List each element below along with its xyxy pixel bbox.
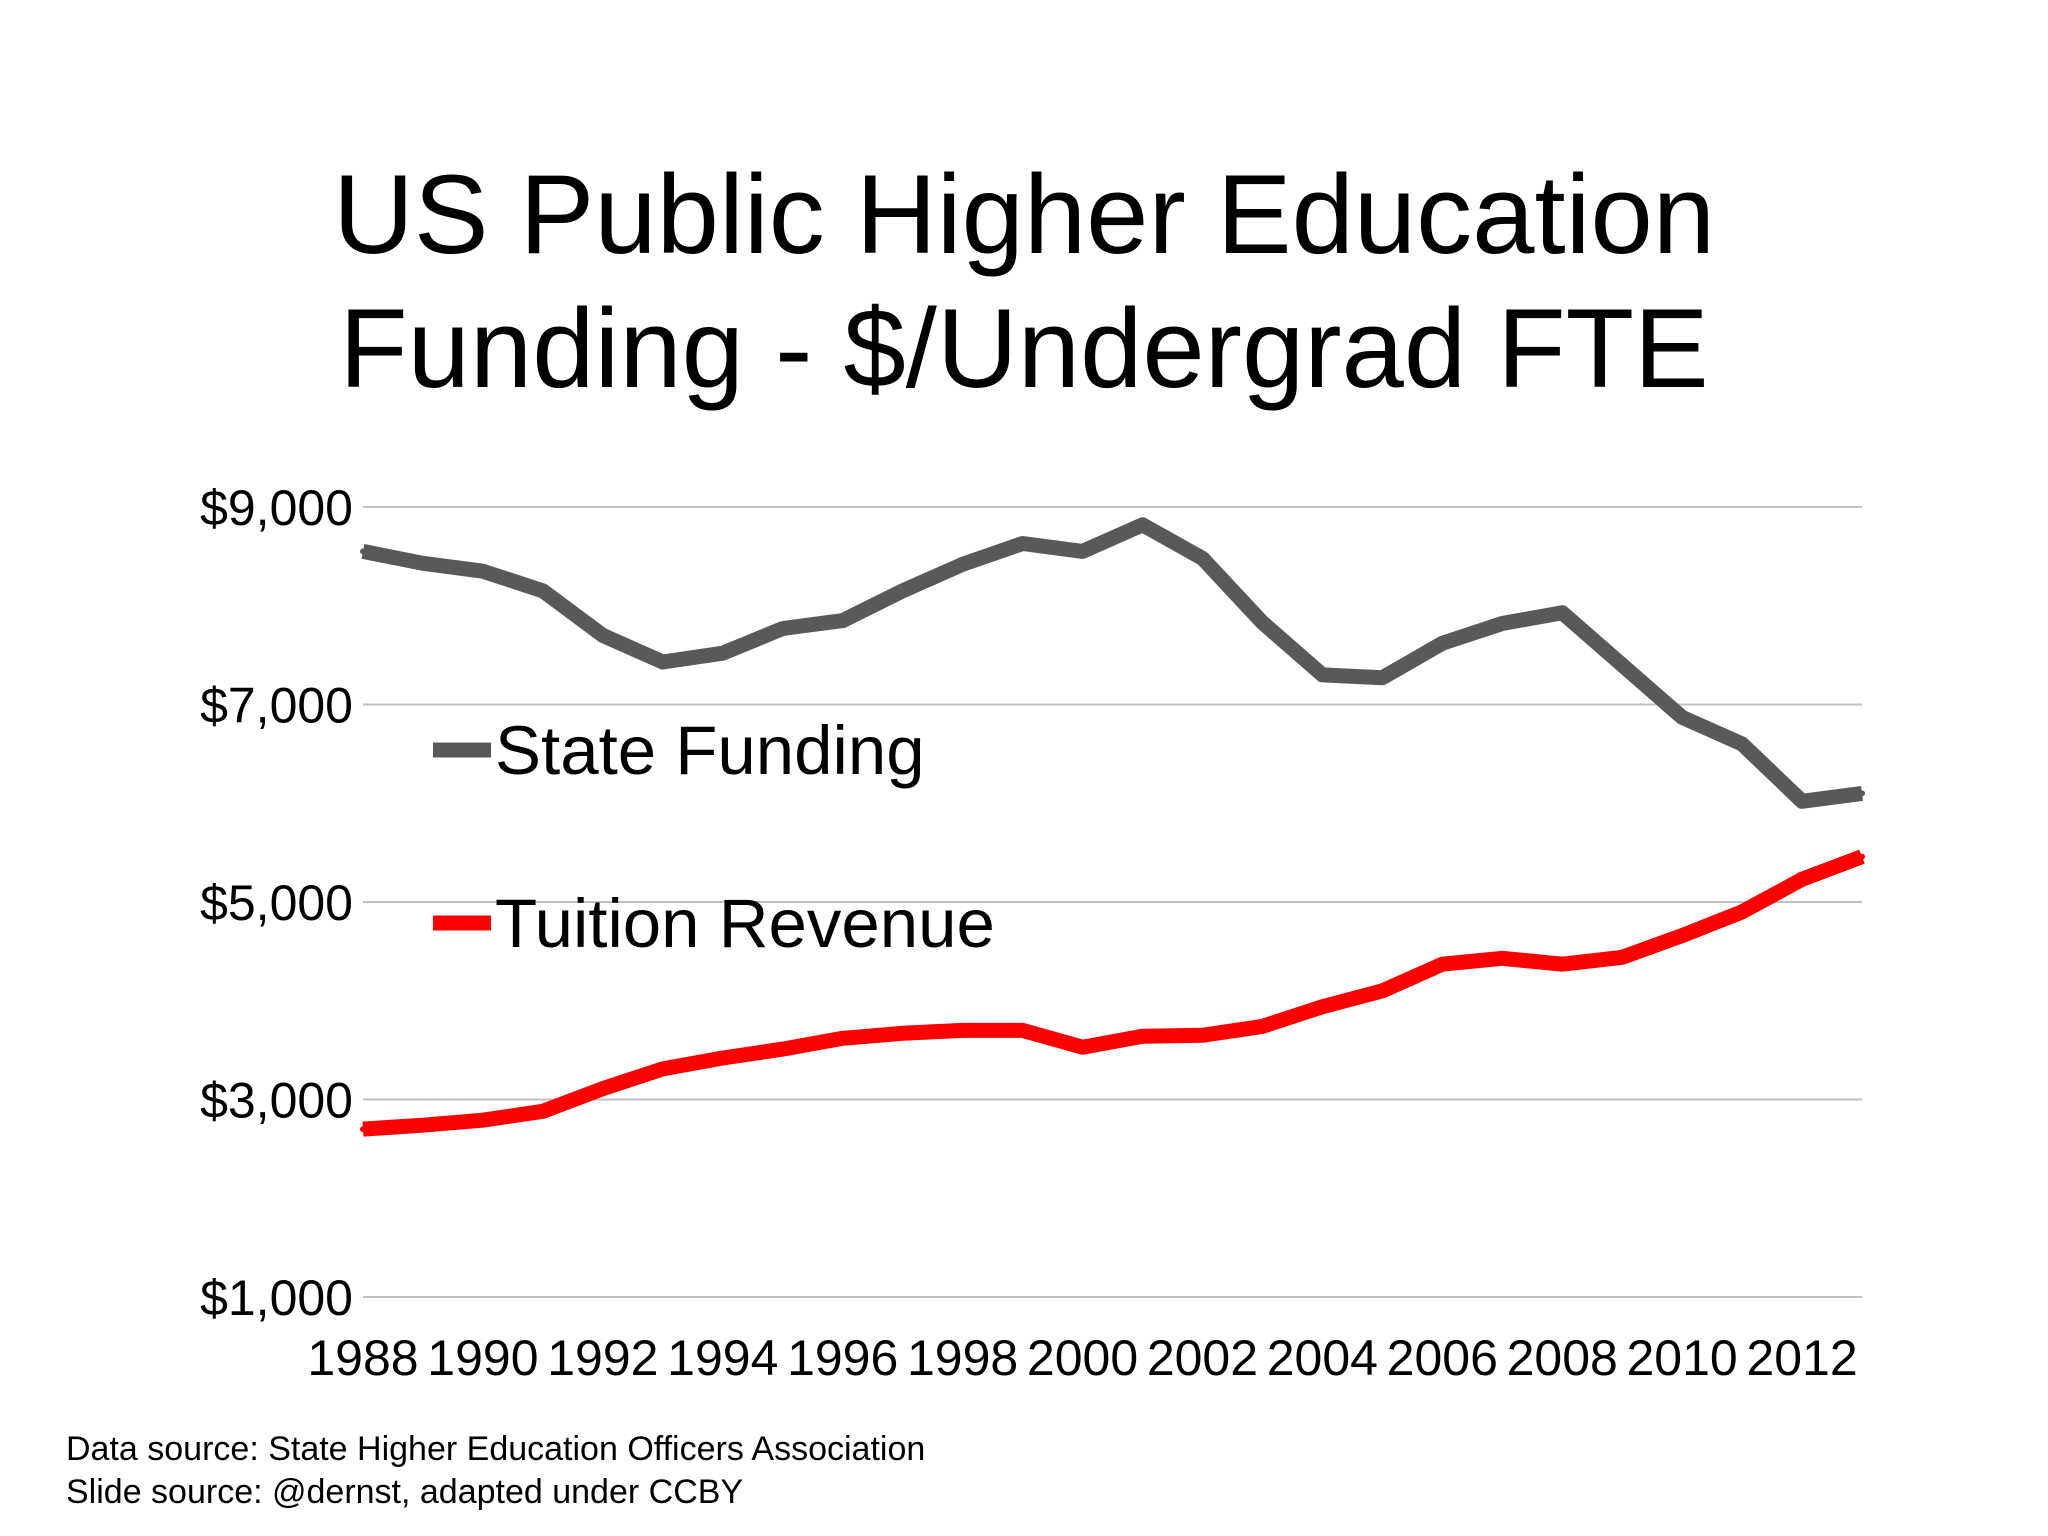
tuition-revenue-point [719,1055,726,1062]
state-funding-point [1019,540,1026,547]
state-funding-point [959,561,966,568]
page-title: US Public Higher Education Funding - $/U… [0,148,2048,416]
state-funding-point [899,587,906,594]
state-funding-point [839,617,846,624]
state-funding-point [1499,620,1506,627]
x-tick-label: 2002 [1147,1330,1258,1386]
state-funding-point [1079,548,1086,555]
tuition-revenue-point [1559,961,1566,968]
x-tick-label: 1994 [667,1330,778,1386]
tuition-revenue-point [1679,932,1686,939]
source-footer: Data source: State Higher Education Offi… [66,1428,925,1514]
state-funding-point [1679,714,1686,721]
tuition-revenue-line [362,849,1865,1137]
tuition-revenue-point [1499,955,1506,962]
state-funding-point [779,625,786,632]
legend-label-tuition-revenue: Tuition Revenue [495,885,995,962]
legend-label-state-funding: State Funding [495,712,925,789]
y-tick-label: $7,000 [200,678,353,734]
state-funding-point [599,632,606,639]
tuition-revenue-point [1379,987,1386,994]
tuition-revenue-point [419,1122,426,1129]
title-line-2: Funding - $/Undergrad FTE [339,286,1709,411]
tuition-revenue-point [779,1046,786,1053]
y-tick-label: $5,000 [200,875,353,931]
tuition-revenue-point [1079,1044,1086,1051]
x-tick-label: 1998 [907,1330,1018,1386]
gridlines [363,506,1862,1298]
state-funding-point [719,650,726,657]
x-tick-label: 1996 [787,1330,898,1386]
x-tick-label: 2004 [1267,1330,1378,1386]
y-tick-label: $3,000 [200,1073,353,1129]
y-tick-label: $1,000 [200,1270,353,1326]
state-funding-point [1619,662,1626,668]
legend: State Funding Tuition Revenue [433,712,995,962]
state-funding-point [659,659,666,666]
y-axis-tick-labels: $9,000 $7,000 $5,000 $3,000 $1,000 [200,480,353,1326]
tuition-revenue-point [1019,1027,1026,1034]
state-funding-point [1139,521,1146,528]
state-funding-line [361,517,1863,809]
state-funding-point [1439,640,1446,647]
x-tick-label: 1990 [427,1330,538,1386]
tuition-revenue-point [1739,908,1746,915]
x-tick-label: 2006 [1387,1330,1498,1386]
x-tick-label: 2010 [1627,1330,1738,1386]
tuition-revenue-point [539,1108,546,1115]
tuition-revenue-point [599,1085,606,1092]
tuition-revenue-point [1799,876,1806,883]
y-tick-label: $9,000 [200,480,353,536]
x-axis-tick-labels: 1988 1990 1992 1994 1996 1998 2000 2002 2004 2006… [307,1330,1857,1386]
tuition-revenue-point [479,1117,486,1124]
tuition-revenue-point [839,1035,846,1042]
x-tick-label: 1992 [547,1330,658,1386]
state-funding-point [360,548,366,555]
state-funding-point [1259,619,1266,626]
state-funding-point [1739,741,1746,747]
x-tick-label: 1988 [307,1330,418,1386]
state-funding-point [1319,671,1326,678]
slide-source-text: Slide source: @dernst, adapted under CCB… [66,1473,744,1511]
title-line-1: US Public Higher Education [332,152,1716,277]
state-funding-point [479,568,486,575]
tuition-revenue-point [1139,1033,1146,1040]
x-tick-label: 2012 [1746,1330,1857,1386]
tuition-revenue-point [659,1065,666,1072]
tuition-revenue-point [1319,1003,1326,1010]
tuition-revenue-point [1439,961,1446,968]
data-source-text: Data source: State Higher Education Offi… [66,1430,926,1468]
state-funding-point [1379,674,1386,681]
tuition-revenue-point [1859,853,1865,860]
state-funding-point [1559,609,1566,616]
state-funding-point [419,560,426,567]
state-funding-point [539,587,546,594]
state-funding-point [1199,555,1206,562]
tuition-revenue-point [1259,1023,1266,1030]
x-tick-label: 2008 [1507,1330,1618,1386]
tuition-revenue-point [1199,1032,1206,1039]
tuition-revenue-point [360,1126,366,1133]
state-funding-point [1799,798,1806,805]
tuition-revenue-point [899,1030,906,1037]
x-tick-label: 2000 [1027,1330,1138,1386]
tuition-revenue-point [1619,954,1626,961]
state-funding-point [1859,790,1865,797]
series-lines [360,517,1865,1137]
tuition-revenue-point [959,1027,966,1034]
